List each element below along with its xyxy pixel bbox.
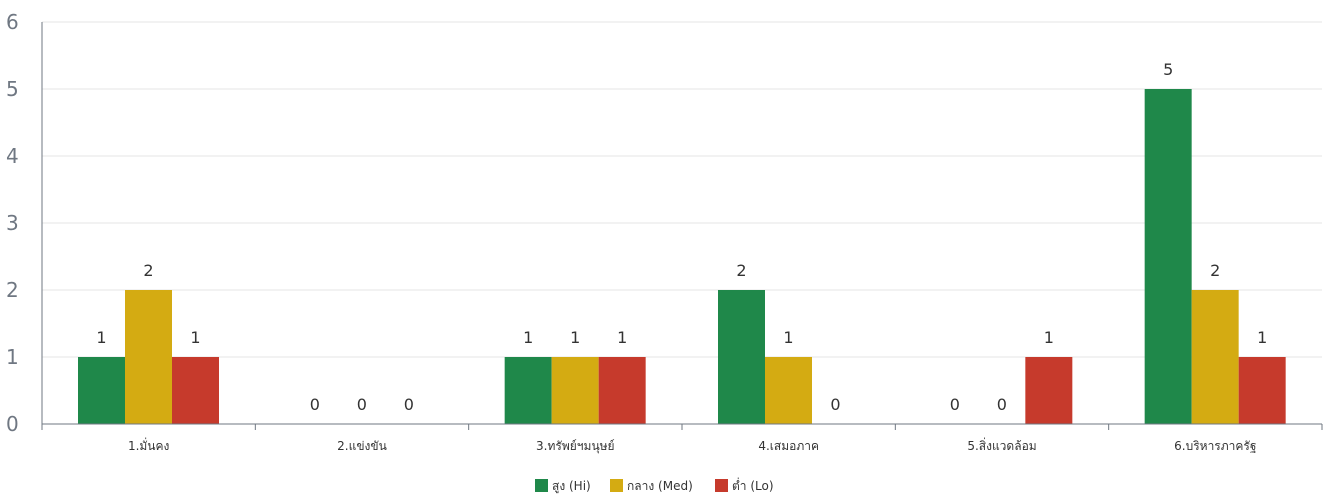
bar [765, 357, 812, 424]
data-label: 1 [617, 328, 627, 347]
bar [504, 357, 552, 424]
data-label: 0 [310, 395, 320, 414]
data-label: 5 [1163, 60, 1173, 79]
y-tick-label: 5 [6, 77, 19, 101]
data-label: 1 [1257, 328, 1267, 347]
legend-swatch [535, 479, 548, 492]
data-label: 2 [1210, 261, 1220, 280]
y-tick-label: 6 [6, 10, 19, 34]
y-tick-label: 0 [6, 412, 19, 436]
bar [125, 290, 172, 424]
y-tick-label: 2 [6, 278, 19, 302]
data-label: 0 [997, 395, 1007, 414]
data-label: 0 [357, 395, 367, 414]
data-label: 2 [736, 261, 746, 280]
y-tick-label: 1 [6, 345, 19, 369]
y-axis-ticks: 0 1 2 3 4 5 6 [6, 10, 19, 436]
bar [78, 357, 125, 424]
data-label: 1 [96, 328, 106, 347]
bars [78, 89, 1286, 424]
data-label: 0 [950, 395, 960, 414]
data-label: 0 [830, 395, 840, 414]
bar [1238, 357, 1286, 424]
legend-item[interactable]: สูง (Hi) [535, 479, 591, 494]
data-label: 1 [523, 328, 533, 347]
legend-item[interactable]: กลาง (Med) [610, 479, 693, 493]
y-tick-label: 3 [6, 211, 19, 235]
bar [1025, 357, 1073, 424]
x-tick-label: 4.เสมอภาค [758, 439, 819, 453]
gridlines [42, 21, 1322, 358]
legend-label: กลาง (Med) [627, 479, 693, 493]
x-tick-label: 6.บริหารภาครัฐ [1174, 439, 1256, 453]
data-label: 2 [143, 261, 153, 280]
legend-swatch [610, 479, 623, 492]
x-tick-label: 5.สิ่งแวดล้อม [967, 437, 1036, 453]
data-labels: 1 2 1 0 0 0 1 1 1 2 1 0 0 0 1 5 2 1 [96, 60, 1267, 414]
data-label: 1 [190, 328, 200, 347]
bar [1144, 89, 1192, 424]
x-tick-label: 1.มั่นคง [128, 437, 169, 453]
legend-label: สูง (Hi) [552, 479, 591, 494]
data-label: 1 [783, 328, 793, 347]
bar [1191, 290, 1239, 424]
legend-swatch [715, 479, 728, 492]
x-tick-label: 3.ทรัพย์ฯมนุษย์ [536, 439, 615, 454]
bar [172, 357, 219, 424]
data-label: 1 [1044, 328, 1054, 347]
bar [598, 357, 646, 424]
legend-label: ต่ำ (Lo) [732, 477, 774, 493]
x-axis: 1.มั่นคง 2.แข่งขัน 3.ทรัพย์ฯมนุษย์ 4.เสมอภา… [41, 22, 1323, 454]
data-label: 0 [404, 395, 414, 414]
legend-item[interactable]: ต่ำ (Lo) [715, 477, 774, 493]
bar [551, 357, 599, 424]
y-tick-label: 4 [6, 144, 19, 168]
x-tick-label: 2.แข่งขัน [337, 439, 387, 453]
bar [718, 290, 765, 424]
legend: สูง (Hi) กลาง (Med) ต่ำ (Lo) [535, 477, 774, 494]
data-label: 1 [570, 328, 580, 347]
